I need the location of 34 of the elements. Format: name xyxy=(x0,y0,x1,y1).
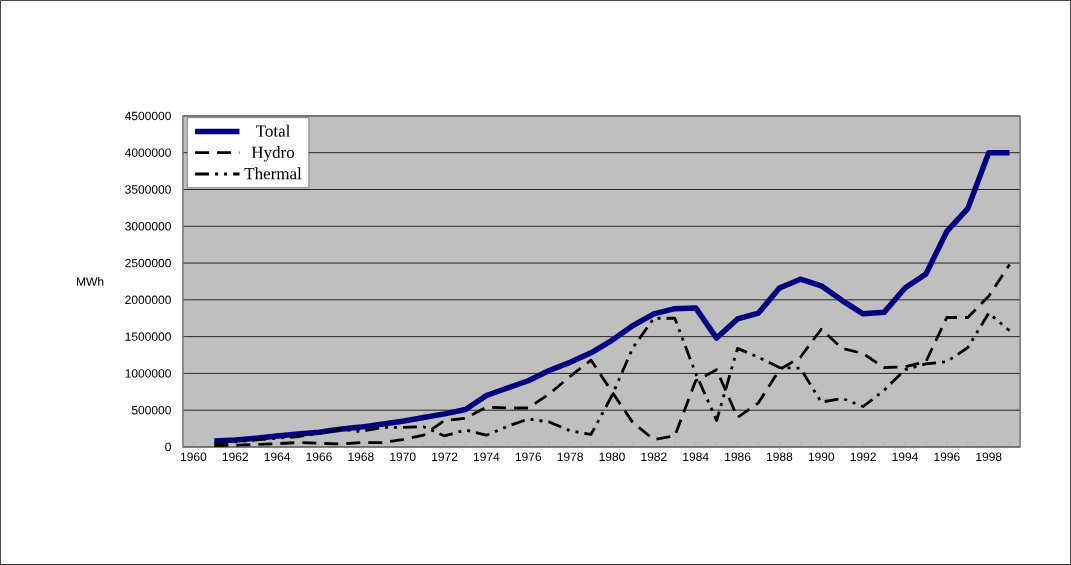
x-tick-label: 1982 xyxy=(641,452,667,462)
x-tick-label: 1998 xyxy=(976,452,1002,462)
legend-label: Hydro xyxy=(251,146,295,162)
x-tick-label: 1994 xyxy=(892,452,918,462)
x-tick-label: 1960 xyxy=(180,452,207,462)
legend-label: Total xyxy=(255,124,291,137)
x-tick-label: 1970 xyxy=(390,452,416,462)
x-tick-label: 1990 xyxy=(808,452,835,462)
y-tick-label: 1500000 xyxy=(125,332,171,341)
y-tick-label: 4500000 xyxy=(124,111,171,121)
x-tick-label: 1986 xyxy=(725,452,751,462)
x-tick-label: 1978 xyxy=(557,452,583,462)
legend-label: Thermal xyxy=(244,167,302,180)
x-tick-label: 1974 xyxy=(473,452,500,462)
x-tick-label: 1972 xyxy=(432,452,458,462)
x-tick-label: 1964 xyxy=(264,452,291,462)
x-tick-label: 1988 xyxy=(766,452,793,462)
y-tick-label: 1000000 xyxy=(125,369,171,378)
y-tick-label: 4000000 xyxy=(124,148,171,157)
y-tick-label: 2500000 xyxy=(125,258,171,268)
y-tick-label: 3500000 xyxy=(125,185,171,194)
y-tick-label: 2000000 xyxy=(125,295,171,305)
x-tick-label: 1966 xyxy=(306,452,332,462)
y-axis-title: MWh xyxy=(77,277,104,286)
x-tick-label: 1968 xyxy=(348,452,374,462)
x-tick-label: 1996 xyxy=(934,452,960,462)
x-tick-label: 1962 xyxy=(222,452,249,462)
x-tick-label: 1992 xyxy=(850,452,876,462)
x-tick-label: 1976 xyxy=(515,452,542,462)
y-tick-label: 0 xyxy=(165,442,171,452)
x-tick-label: 1980 xyxy=(599,452,625,462)
y-tick-label: 3000000 xyxy=(125,222,171,231)
y-tick-label: 500000 xyxy=(131,405,171,415)
x-tick-label: 1984 xyxy=(683,452,709,462)
